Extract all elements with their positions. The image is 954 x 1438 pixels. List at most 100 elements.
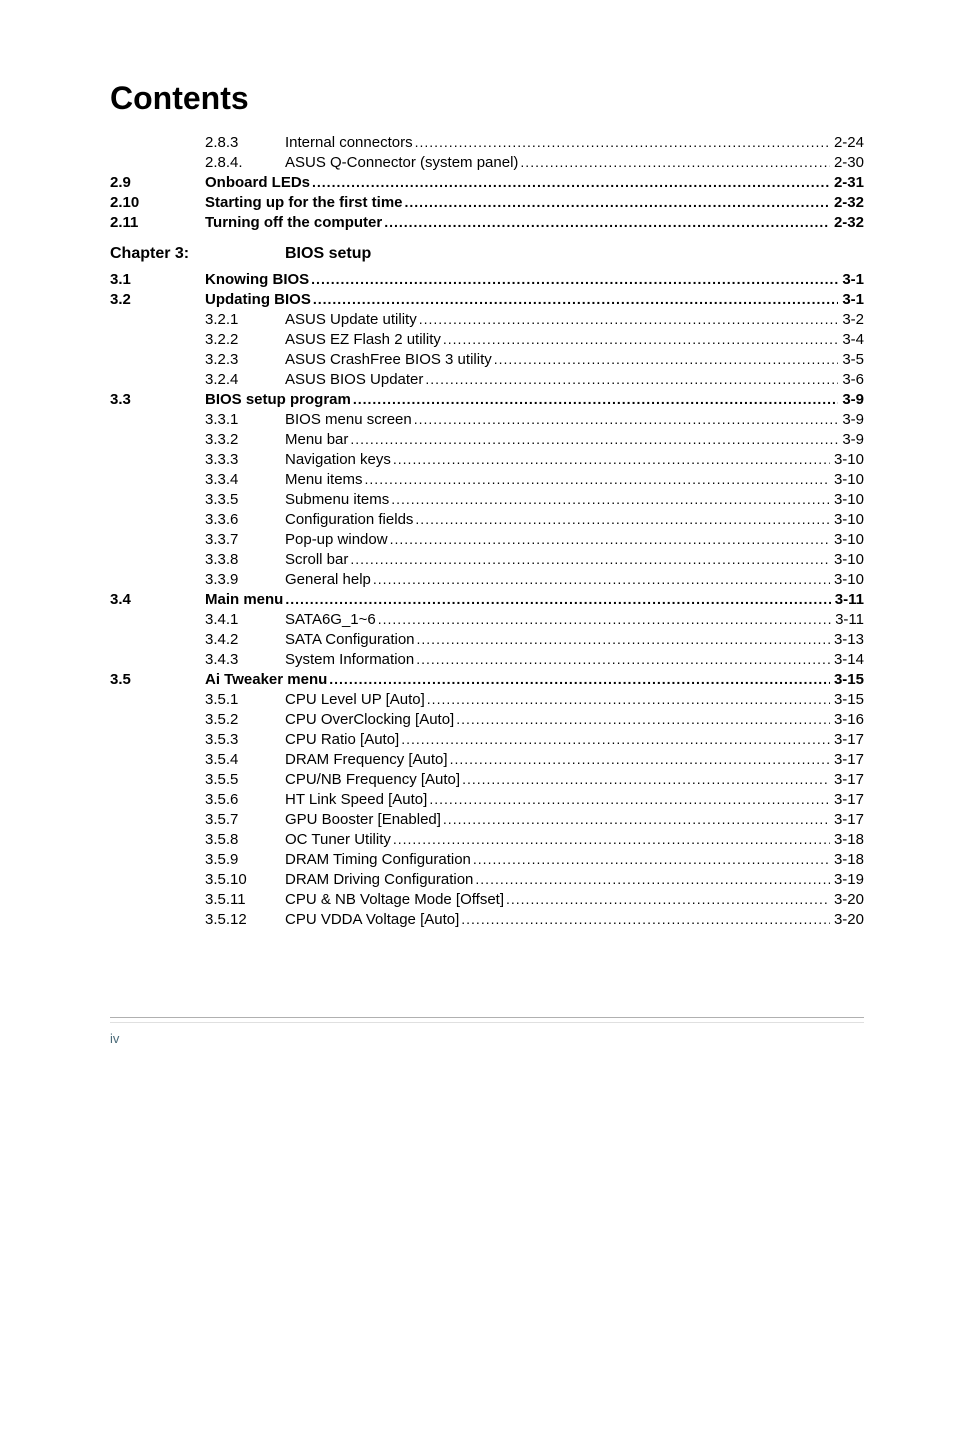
toc-section-number: 3.3 [110,392,205,407]
toc-page-number: 2-32 [832,195,864,210]
toc-section-row: 2.10Starting up for the first time2-32 [110,195,864,210]
toc-section-number: 2.11 [110,215,205,230]
toc-section-row: 3.3BIOS setup program3-9 [110,392,864,407]
toc-entry-label: CPU Ratio [Auto] [285,732,399,747]
toc-leader-dots [473,852,830,867]
toc-section-row: 3.4Main menu3-11 [110,592,864,607]
toc-subsection-row: 3.5.10DRAM Driving Configuration3-19 [110,872,864,887]
toc-subsection-number: 3.3.5 [205,492,285,507]
toc-page-number: 3-6 [840,372,864,387]
toc-subsection-row: 3.3.7Pop-up window3-10 [110,532,864,547]
toc-entry-label: GPU Booster [Enabled] [285,812,441,827]
toc-subsection-number: 3.2.2 [205,332,285,347]
toc-subsection-row: 2.8.3Internal connectors2-24 [110,135,864,150]
toc-subsection-number: 3.3.2 [205,432,285,447]
page-number-footer: iv [110,1022,864,1046]
toc-leader-dots [365,472,830,487]
toc-subsection-row: 3.4.3System Information3-14 [110,652,864,667]
toc-subsection-row: 3.4.1SATA6G_1~63-11 [110,612,864,627]
toc-subsection-number: 3.5.8 [205,832,285,847]
toc-page-number: 3-14 [832,652,864,667]
toc-page-number: 3-18 [832,852,864,867]
toc-entry-label: Knowing BIOS [205,272,309,287]
toc-leader-dots [393,832,830,847]
toc-leader-dots [450,752,830,767]
toc-leader-dots [390,532,830,547]
toc-entry-label: ASUS Q-Connector (system panel) [285,155,518,170]
toc-page-number: 3-15 [832,692,864,707]
toc-leader-dots [416,652,830,667]
toc-page-number: 3-17 [832,772,864,787]
toc-page-number: 3-2 [840,312,864,327]
toc-leader-dots [353,392,838,407]
toc-entry-label: DRAM Frequency [Auto] [285,752,448,767]
toc-entry-label: SATA Configuration [285,632,415,647]
toc-entry-label: Updating BIOS [205,292,311,307]
toc-subsection-row: 3.5.9DRAM Timing Configuration3-18 [110,852,864,867]
toc-subsection-row: 3.4.2SATA Configuration3-13 [110,632,864,647]
toc-entry-label: ASUS BIOS Updater [285,372,423,387]
toc-leader-dots [461,912,830,927]
toc-page-number: 3-10 [832,452,864,467]
toc-subsection-number: 3.2.3 [205,352,285,367]
chapter-heading: Chapter 3:BIOS setup [110,246,864,262]
toc-page-number: 3-10 [832,552,864,567]
toc-subsection-row: 2.8.4.ASUS Q-Connector (system panel) 2-3… [110,155,864,170]
toc-leader-dots [443,812,830,827]
toc-entry-label: CPU Level UP [Auto] [285,692,425,707]
toc-page-number: 3-20 [832,892,864,907]
toc-leader-dots [285,592,830,607]
toc-subsection-number: 3.5.9 [205,852,285,867]
toc-section-row: 3.2Updating BIOS3-1 [110,292,864,307]
toc-entry-label: Onboard LEDs [205,175,310,190]
toc-section-row: 2.11Turning off the computer 2-32 [110,215,864,230]
toc-leader-dots [425,372,838,387]
toc-entry-label: System Information [285,652,414,667]
toc-page-number: 3-4 [840,332,864,347]
toc-entry-label: Configuration fields [285,512,413,527]
toc-subsection-number: 3.5.5 [205,772,285,787]
toc-subsection-number: 2.8.4. [205,155,285,170]
toc-subsection-number: 3.5.2 [205,712,285,727]
toc-leader-dots [312,175,830,190]
toc-page-number: 2-32 [832,215,864,230]
toc-subsection-row: 3.5.2CPU OverClocking [Auto]3-16 [110,712,864,727]
toc-section-number: 3.2 [110,292,205,307]
toc-subsection-number: 3.3.3 [205,452,285,467]
toc-entry-label: CPU OverClocking [Auto] [285,712,454,727]
toc-subsection-row: 3.3.9General help3-10 [110,572,864,587]
toc-leader-dots [378,612,831,627]
toc-subsection-row: 3.5.6HT Link Speed [Auto]3-17 [110,792,864,807]
toc-subsection-row: 3.5.3CPU Ratio [Auto] 3-17 [110,732,864,747]
toc-subsection-row: 3.5.12CPU VDDA Voltage [Auto]3-20 [110,912,864,927]
toc-entry-label: Menu bar [285,432,348,447]
toc-entry-label: Ai Tweaker menu [205,672,327,687]
toc-page-number: 3-10 [832,492,864,507]
toc-entry-label: Submenu items [285,492,389,507]
toc-leader-dots [405,195,830,210]
toc-section-row: 3.1Knowing BIOS3-1 [110,272,864,287]
toc-leader-dots [427,692,830,707]
toc-subsection-number: 3.5.1 [205,692,285,707]
toc-entry-label: OC Tuner Utility [285,832,391,847]
toc-subsection-row: 3.5.1CPU Level UP [Auto] 3-15 [110,692,864,707]
toc-leader-dots [401,732,830,747]
toc-entry-label: HT Link Speed [Auto] [285,792,427,807]
toc-leader-dots [456,712,830,727]
toc-page-number: 3-5 [840,352,864,367]
toc-page-number: 3-17 [832,732,864,747]
toc-page-number: 2-30 [832,155,864,170]
toc-subsection-number: 3.3.1 [205,412,285,427]
toc-subsection-row: 3.2.3ASUS CrashFree BIOS 3 utility3-5 [110,352,864,367]
toc-section-number: 3.4 [110,592,205,607]
toc-subsection-row: 3.3.1BIOS menu screen3-9 [110,412,864,427]
toc-section-row: 2.9Onboard LEDs2-31 [110,175,864,190]
toc-subsection-number: 3.5.3 [205,732,285,747]
toc-entry-label: Turning off the computer [205,215,382,230]
toc-leader-dots [415,135,830,150]
toc-entry-label: Menu items [285,472,363,487]
toc-page-number: 3-1 [840,272,864,287]
toc-subsection-row: 3.5.11CPU & NB Voltage Mode [Offset]3-20 [110,892,864,907]
toc-page-number: 3-10 [832,572,864,587]
toc-leader-dots [350,552,830,567]
